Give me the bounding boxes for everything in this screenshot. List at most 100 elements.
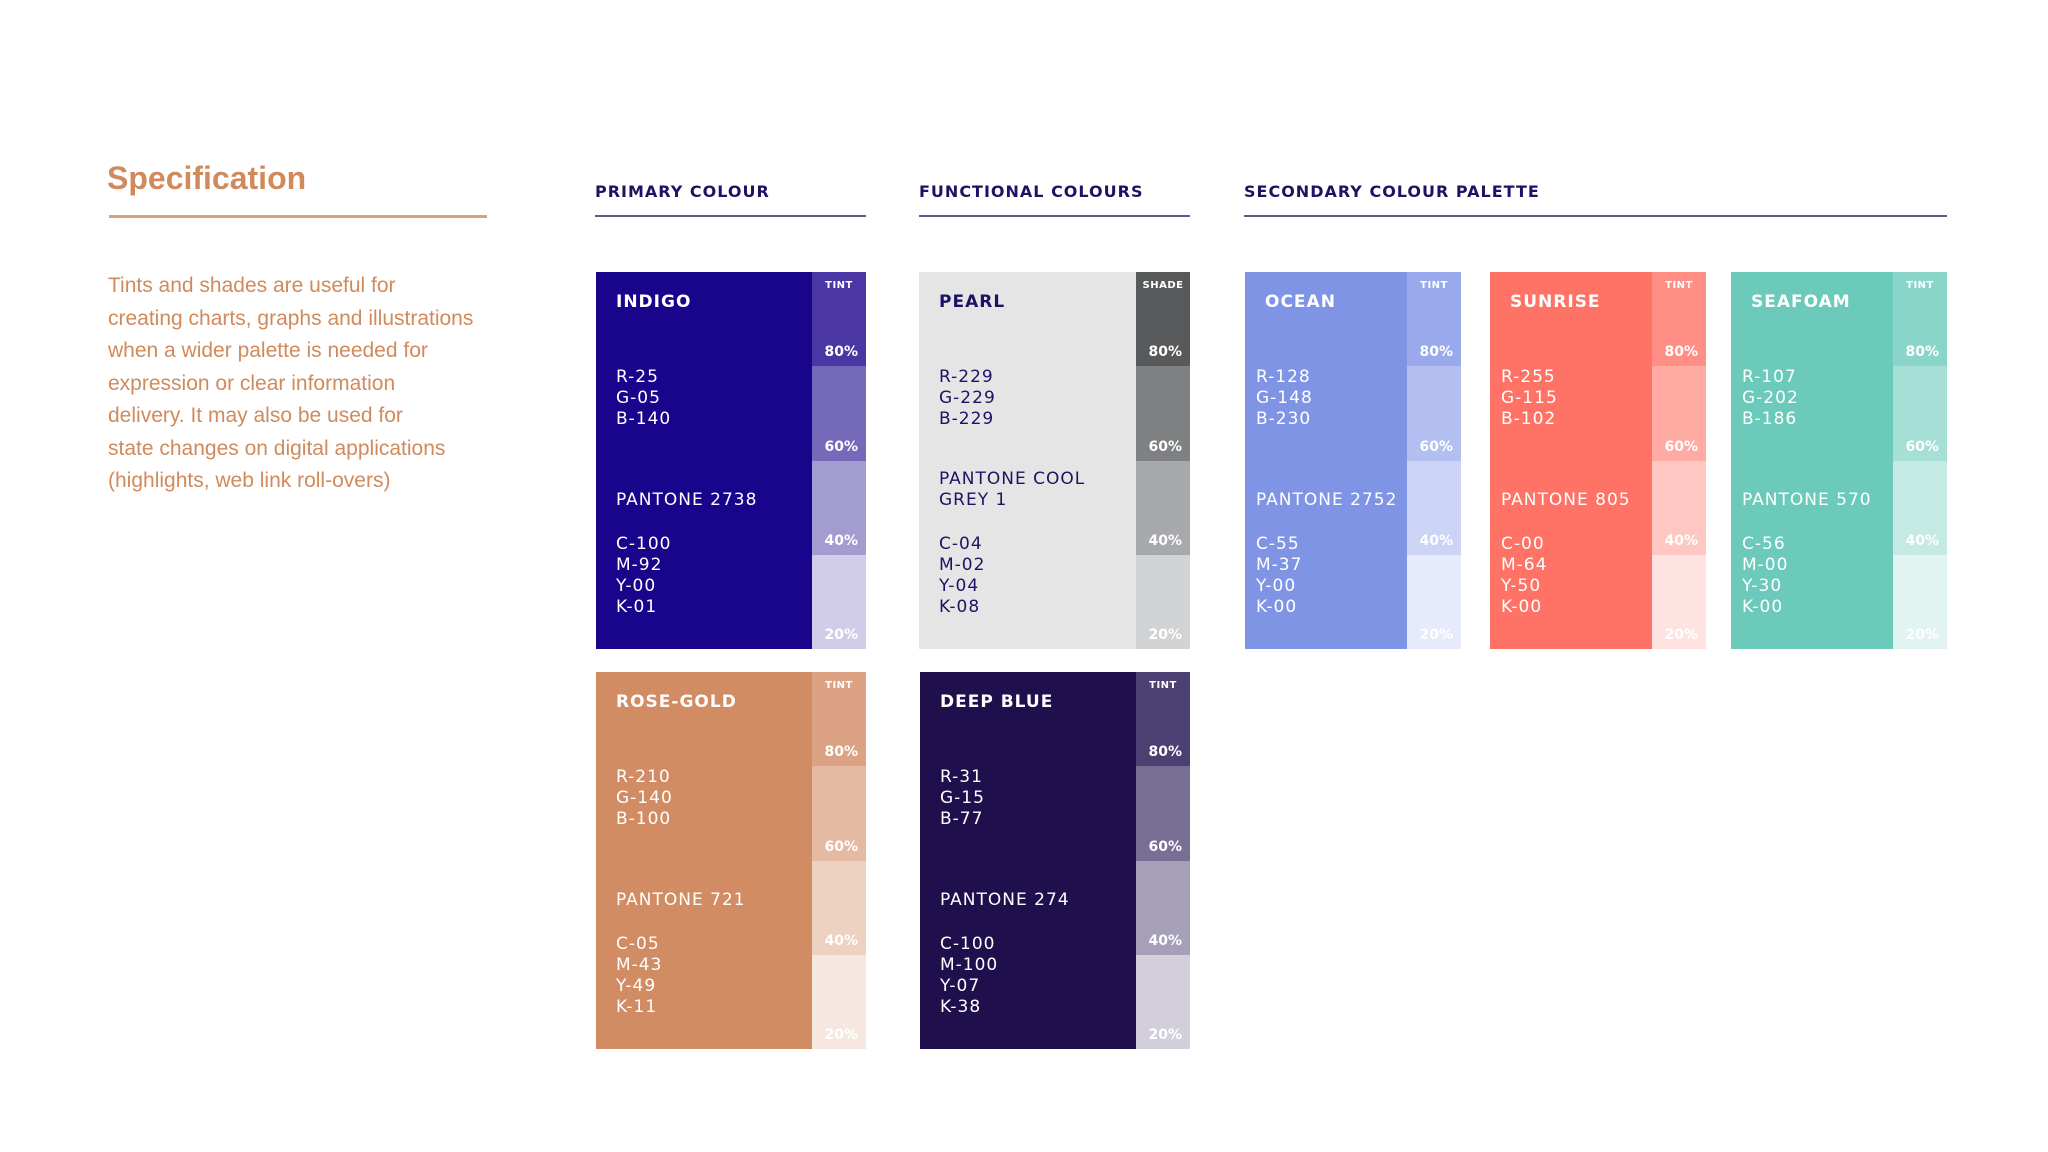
description-line: creating charts, graphs and illustration… xyxy=(108,306,474,330)
tint-segment: 40% xyxy=(1893,460,1947,555)
section-rule xyxy=(595,215,866,217)
strip-label: SHADE xyxy=(1142,280,1184,291)
strip-label: TINT xyxy=(1420,280,1448,291)
tint-percent: 20% xyxy=(1419,627,1453,643)
tint-percent: 20% xyxy=(1664,627,1698,643)
swatch: INDIGO R-25 G-05 B-140 PANTONE 2738 C-100 M-92… xyxy=(596,272,866,649)
tint-strip: 80% 60% 40% 20% SHADE xyxy=(1136,272,1190,649)
swatch: PEARL R-229 G-229 B-229 PANTONE COOL GREY 1 C… xyxy=(919,272,1190,649)
pantone: PANTONE 721 xyxy=(616,890,746,910)
tint-percent: 80% xyxy=(824,744,858,761)
tint-segment: 80% xyxy=(1893,272,1947,367)
tint-strip: 80% 60% 40% 20% TINT xyxy=(1652,272,1706,649)
cmyk-value: Y-30 xyxy=(1742,576,1783,596)
strip-label: TINT xyxy=(1906,280,1934,291)
pantone: PANTONE 2738 xyxy=(616,490,758,510)
cmyk-value: M-64 xyxy=(1501,555,1548,575)
rgb-value: R-255 xyxy=(1501,367,1556,387)
tint-percent: 40% xyxy=(824,532,858,549)
tint-percent: 20% xyxy=(1148,627,1182,643)
rgb-value: R-128 xyxy=(1256,367,1311,387)
strip-label: TINT xyxy=(825,280,853,291)
tint-strip: 80% 60% 40% 20% TINT xyxy=(1136,672,1190,1049)
description-line: expression or clear information xyxy=(108,371,396,395)
tint-segment: 20% xyxy=(1407,554,1461,649)
tint-percent: 60% xyxy=(824,438,858,455)
tint-segment: 20% xyxy=(1136,554,1190,649)
tint-strip: 80% 60% 40% 20% TINT xyxy=(812,672,866,1049)
rgb-value: R-210 xyxy=(616,767,671,787)
swatch: OCEAN R-128 G-148 B-230 PANTONE 2752 C-55 M-37… xyxy=(1245,272,1461,649)
section-rule xyxy=(1244,215,1947,217)
strip-label: TINT xyxy=(1149,680,1177,691)
tint-percent: 80% xyxy=(1905,344,1939,361)
tint-percent: 80% xyxy=(824,344,858,361)
tint-strip: 80% 60% 40% 20% TINT xyxy=(1893,272,1947,649)
cmyk-value: C-56 xyxy=(1742,534,1786,554)
tint-strip: 80% 60% 40% 20% TINT xyxy=(812,272,866,649)
rgb-value: B-100 xyxy=(616,809,672,829)
swatch: ROSE-GOLD R-210 G-140 B-100 PANTONE 721 C-05 M… xyxy=(596,672,866,1049)
cmyk-value: Y-49 xyxy=(616,976,657,996)
pantone: PANTONE COOL GREY 1 xyxy=(939,469,1086,510)
title-rule xyxy=(109,215,487,218)
tint-percent: 60% xyxy=(1419,438,1453,455)
swatch-name: PEARL xyxy=(939,292,1006,312)
description-line: delivery. It may also be used for xyxy=(108,404,403,427)
pantone: PANTONE 570 xyxy=(1742,490,1872,510)
tint-segment: 40% xyxy=(1652,460,1706,555)
cmyk-value: Y-00 xyxy=(1256,576,1297,596)
cmyk-value: M-37 xyxy=(1256,555,1303,575)
cmyk-value: C-100 xyxy=(940,934,996,954)
rgb-value: B-230 xyxy=(1256,409,1312,429)
pantone: PANTONE 2752 xyxy=(1256,490,1398,510)
title: Specification xyxy=(107,160,307,196)
cmyk-value: Y-04 xyxy=(939,576,980,596)
tint-segment: 60% xyxy=(1407,366,1461,461)
rgb-value: G-140 xyxy=(616,788,673,808)
rgb-value: B-102 xyxy=(1501,409,1557,429)
tint-segment: 20% xyxy=(1652,554,1706,649)
tint-segment: 60% xyxy=(1136,766,1190,861)
cmyk-value: K-11 xyxy=(616,997,658,1017)
tint-segment: 80% xyxy=(812,272,866,367)
rgb-value: G-148 xyxy=(1256,388,1313,408)
cmyk-value: K-00 xyxy=(1742,597,1784,617)
tint-percent: 80% xyxy=(1148,344,1182,361)
swatch: SEAFOAM R-107 G-202 B-186 PANTONE 570 C-56 M-0… xyxy=(1731,272,1947,649)
cmyk-value: K-00 xyxy=(1256,597,1298,617)
rgb-value: G-202 xyxy=(1742,388,1799,408)
tint-segment: 40% xyxy=(812,460,866,555)
cmyk-value: C-55 xyxy=(1256,534,1300,554)
tint-percent: 20% xyxy=(824,1027,858,1043)
tint-percent: 40% xyxy=(1664,532,1698,549)
section-rule xyxy=(919,215,1190,217)
cmyk-value: M-02 xyxy=(939,555,986,575)
swatch: DEEP BLUE R-31 G-15 B-77 PANTONE 274 C-100 M-1… xyxy=(920,672,1190,1049)
description-line: when a wider palette is needed for xyxy=(108,339,428,362)
tint-segment: 80% xyxy=(1652,272,1706,367)
tint-segment: 60% xyxy=(1893,366,1947,461)
rgb-value: G-229 xyxy=(939,388,996,408)
tint-segment: 40% xyxy=(1407,460,1461,555)
rgb-value: R-31 xyxy=(940,767,983,787)
rgb-value: R-229 xyxy=(939,367,994,387)
rgb-value: B-229 xyxy=(939,409,995,429)
rgb-value: G-05 xyxy=(616,388,661,408)
rgb-value: B-77 xyxy=(940,809,984,829)
tint-percent: 60% xyxy=(1148,838,1182,855)
cmyk-value: Y-07 xyxy=(940,976,981,996)
tint-percent: 60% xyxy=(1664,438,1698,455)
cmyk-value: Y-50 xyxy=(1501,576,1542,596)
swatch-name: OCEAN xyxy=(1265,292,1336,312)
tint-percent: 40% xyxy=(824,932,858,949)
cmyk-value: K-01 xyxy=(616,597,658,617)
tint-percent: 60% xyxy=(1148,438,1182,455)
section-title: FUNCTIONAL COLOURS xyxy=(919,182,1144,201)
description: Tints and shades are useful for creating … xyxy=(108,270,473,498)
tint-strip: 80% 60% 40% 20% TINT xyxy=(1407,272,1461,649)
description-line: Tints and shades are useful for xyxy=(108,274,396,297)
cmyk-value: M-100 xyxy=(940,955,999,975)
rgb-value: G-115 xyxy=(1501,388,1558,408)
